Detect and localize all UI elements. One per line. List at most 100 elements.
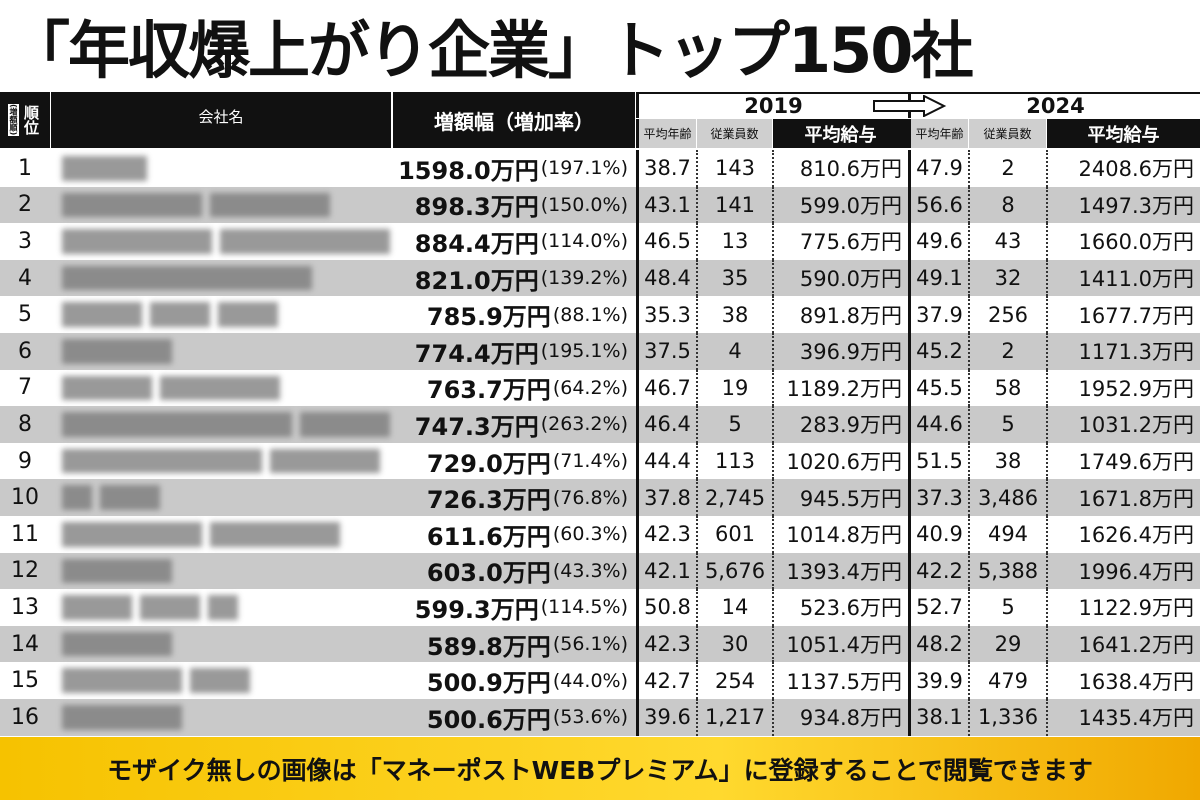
- increase: 821.0万円 (139.2%): [392, 260, 636, 297]
- employees-2019: 254: [696, 662, 772, 699]
- increase-amount: 726.3万円: [426, 486, 551, 515]
- age-2024: 47.9: [908, 150, 968, 187]
- table-row: 13 599.3万円 (114.5%) 50.8 14 523.6万円 52.7 5 1122.…: [0, 589, 1200, 626]
- increase-rate: (76.8%): [552, 486, 628, 509]
- age-2019: 46.4: [636, 406, 696, 443]
- employees-2019: 5: [696, 406, 772, 443]
- mosaic-block: [100, 485, 160, 510]
- employees-2024: 5,388: [968, 552, 1046, 590]
- increase-amount: 785.9万円: [426, 303, 551, 332]
- salary-2024: 1671.8万円: [1046, 479, 1200, 516]
- salary-2024: 1171.3万円: [1046, 333, 1200, 370]
- increase-rate: (114.5%): [540, 596, 628, 619]
- age-2019: 44.4: [636, 442, 696, 480]
- table-row: 8 747.3万円 (263.2%) 46.4 5 283.9万円 44.6 5 1031.2万…: [0, 406, 1200, 443]
- salary-2019: 396.9万円: [772, 333, 908, 370]
- mosaic-block: [210, 522, 340, 547]
- year-header: 2019: [636, 92, 908, 118]
- banner-text: モザイク無しの画像は: [107, 755, 357, 785]
- increase-rate: (64.2%): [552, 376, 628, 399]
- age-2019: 42.7: [636, 662, 696, 699]
- increase: 603.0万円 (43.3%): [392, 553, 636, 590]
- employees-2019: 19: [696, 369, 772, 407]
- increase-amount: 603.0万円: [426, 559, 551, 588]
- salary-2019: 523.6万円: [772, 589, 908, 626]
- increase-amount: 763.7万円: [426, 376, 551, 405]
- arrow-icon: [873, 95, 947, 117]
- employees-2024: 2: [968, 150, 1046, 187]
- table-row: 4 821.0万円 (139.2%) 48.4 35 590.0万円 49.1 32 1411.…: [0, 259, 1200, 297]
- salary-2024: 1677.7万円: [1046, 296, 1200, 333]
- rank: 2: [18, 192, 32, 218]
- mosaic-block: [62, 668, 182, 693]
- increase-rate: (195.1%): [540, 340, 628, 363]
- salary-2019: 1020.6万円: [772, 442, 908, 480]
- mosaic-block: [160, 375, 280, 401]
- employees-2019: 14: [696, 589, 772, 626]
- employees-2019: 38: [696, 296, 772, 333]
- age-2024: 40.9: [908, 516, 968, 553]
- increase: 599.3万円 (114.5%): [392, 589, 636, 626]
- increase-rate: (56.1%): [552, 633, 628, 656]
- mosaic-block: [62, 631, 172, 657]
- age-2024: 49.6: [908, 223, 968, 260]
- employees-2019: 13: [696, 223, 772, 260]
- rank: 10: [11, 485, 39, 511]
- increase: 611.6万円 (60.3%): [392, 516, 636, 553]
- mosaic-block: [62, 448, 262, 474]
- rank: 13: [11, 594, 39, 620]
- salary-2019: 1393.4万円: [772, 552, 908, 590]
- company-name-masked: [50, 553, 392, 590]
- age-2019: 48.4: [636, 259, 696, 297]
- age-2019: 42.1: [636, 552, 696, 590]
- age-2024: 37.3: [908, 479, 968, 516]
- mosaic-block: [62, 192, 202, 218]
- salary-2024: 1996.4万円: [1046, 552, 1200, 590]
- company-name-masked: [50, 296, 392, 333]
- table-row: 10 726.3万円 (76.8%) 37.8 2,745 945.5万円 37.3 3,48…: [0, 479, 1200, 516]
- increase-rate: (197.1%): [540, 157, 628, 180]
- age-2019: 42.3: [636, 516, 696, 553]
- mosaic-block: [270, 448, 380, 474]
- header-company: 会社名: [51, 92, 391, 148]
- increase: 500.9万円 (44.0%): [392, 662, 636, 699]
- year-arrow: [872, 95, 948, 117]
- salary-2019: 1137.5万円: [772, 662, 908, 699]
- mosaic-block: [190, 668, 250, 693]
- salary-2024: 2408.6万円: [1046, 150, 1200, 187]
- age-2019: 37.5: [636, 333, 696, 370]
- table-row: 7 763.7万円 (64.2%) 46.7 19 1189.2万円 45.5 58 1952.…: [0, 369, 1200, 407]
- banner-text: に登録することで閲覧できます: [743, 755, 1093, 785]
- mosaic-block: [150, 302, 210, 327]
- mosaic-block: [62, 375, 152, 401]
- age-2024: 39.9: [908, 662, 968, 699]
- salary-2024: 1641.2万円: [1046, 625, 1200, 663]
- sub-header: 平均給与: [1046, 119, 1200, 148]
- age-2024: 37.9: [908, 296, 968, 333]
- company-name-masked: [50, 589, 392, 626]
- rank: 15: [11, 668, 39, 694]
- increase: 774.4万円 (195.1%): [392, 333, 636, 370]
- increase-amount: 729.0万円: [426, 449, 551, 478]
- age-2019: 35.3: [636, 296, 696, 333]
- age-2019: 50.8: [636, 589, 696, 626]
- rank: 4: [18, 265, 32, 291]
- increase-amount: 611.6万円: [426, 522, 551, 551]
- increase: 785.9万円 (88.1%): [392, 296, 636, 333]
- salary-2024: 1031.2万円: [1046, 406, 1200, 443]
- sub-header: 平均年齢: [908, 119, 968, 148]
- employees-2024: 32: [968, 259, 1046, 297]
- employees-2024: 479: [968, 662, 1046, 699]
- increase-amount: 599.3万円: [414, 595, 539, 624]
- employees-2024: 1,336: [968, 699, 1046, 736]
- company-name-masked: [50, 187, 392, 224]
- increase: 1598.0万円 (197.1%): [392, 150, 636, 187]
- salary-2024: 1497.3万円: [1046, 186, 1200, 224]
- increase-rate: (71.4%): [552, 450, 628, 473]
- table-row: 16 500.6万円 (53.6%) 39.6 1,217 934.8万円 38.1 1,33…: [0, 699, 1200, 736]
- salary-2019: 283.9万円: [772, 406, 908, 443]
- company-name-masked: [50, 370, 392, 407]
- mosaic-block: [208, 595, 238, 620]
- sub-header: 平均給与: [772, 119, 908, 148]
- employees-2024: 494: [968, 516, 1046, 553]
